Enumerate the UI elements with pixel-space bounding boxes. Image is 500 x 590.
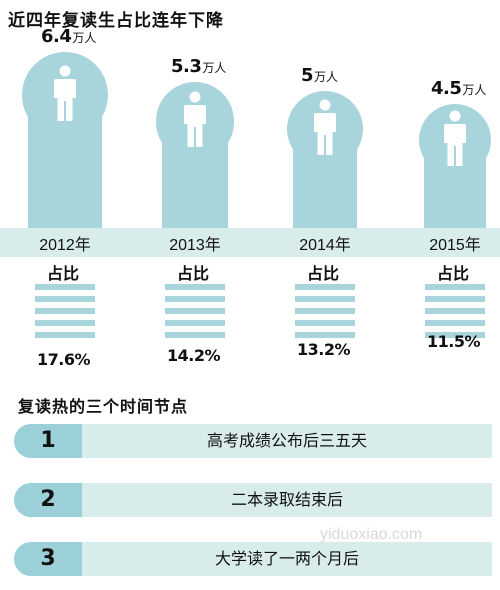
person-icon	[443, 110, 467, 172]
node-text: 大学读了一两个月后	[82, 542, 492, 576]
pct-stripe	[165, 332, 225, 338]
pct-stripe	[35, 320, 95, 326]
pct-stripe	[35, 332, 95, 338]
pct-stripe	[165, 320, 225, 326]
person-icon	[183, 91, 207, 153]
pct-stripe	[35, 296, 95, 302]
value-label: 5万人	[301, 65, 338, 86]
year-label: 2015年	[429, 237, 481, 254]
pct-stripe	[425, 332, 485, 338]
pct-stripe	[295, 320, 355, 326]
year-label: 2014年	[299, 237, 351, 254]
value-label: 4.5万人	[431, 78, 486, 99]
pct-label: 17.6%	[37, 350, 91, 369]
node-2: 2 二本录取结束后	[14, 483, 492, 517]
watermark: yiduoxiao.com	[320, 526, 423, 543]
pct-stripe	[295, 296, 355, 302]
year-label: 2012年	[39, 237, 91, 254]
count-bar-stem	[292, 128, 358, 228]
pct-stripe	[295, 308, 355, 314]
value-label: 6.4万人	[41, 26, 96, 47]
person-icon	[53, 65, 77, 127]
node-text: 高考成绩公布后三五天	[82, 424, 492, 458]
node-3: 3 大学读了一两个月后	[14, 542, 492, 576]
pct-label: 13.2%	[297, 340, 351, 359]
node-text: 二本录取结束后	[82, 483, 492, 517]
pct-label: 11.5%	[427, 332, 481, 351]
year-label: 2013年	[169, 237, 221, 254]
pct-stripe	[35, 284, 95, 290]
node-1: 1 高考成绩公布后三五天	[14, 424, 492, 458]
value-number: 5.3	[171, 56, 202, 78]
count-bar-stem	[161, 121, 229, 228]
value-number: 6.4	[41, 26, 72, 47]
ratio-label: 占比	[307, 264, 340, 283]
count-bar-stem	[28, 95, 102, 228]
pct-stripe	[425, 284, 485, 290]
ratio-label: 占比	[47, 264, 80, 283]
ratio-label: 占比	[437, 264, 470, 283]
node-number: 1	[14, 424, 82, 458]
chart-title: 近四年复读生占比连年下降	[8, 11, 224, 31]
count-bar-stem	[424, 140, 486, 228]
nodes-title: 复读热的三个时间节点	[18, 397, 189, 416]
value-label: 5.3万人	[171, 56, 226, 77]
value-unit: 万人	[314, 69, 339, 84]
pct-stripe	[165, 296, 225, 302]
pct-stripe	[165, 284, 225, 290]
pct-label: 14.2%	[167, 346, 221, 365]
node-number: 3	[14, 542, 82, 576]
pct-stripe	[295, 332, 355, 338]
year-band	[0, 228, 500, 257]
ratio-label: 占比	[177, 264, 210, 283]
pct-stripe	[425, 320, 485, 326]
pct-stripe	[295, 284, 355, 290]
node-number: 2	[14, 483, 82, 517]
pct-stripe	[35, 308, 95, 314]
value-unit: 万人	[462, 83, 487, 98]
value-unit: 万人	[202, 61, 227, 76]
person-icon	[313, 99, 337, 161]
pct-stripe	[425, 308, 485, 314]
pct-stripe	[425, 296, 485, 302]
pct-stripe	[165, 308, 225, 314]
value-unit: 万人	[72, 31, 97, 45]
value-number: 5	[301, 64, 314, 86]
value-number: 4.5	[431, 78, 462, 100]
